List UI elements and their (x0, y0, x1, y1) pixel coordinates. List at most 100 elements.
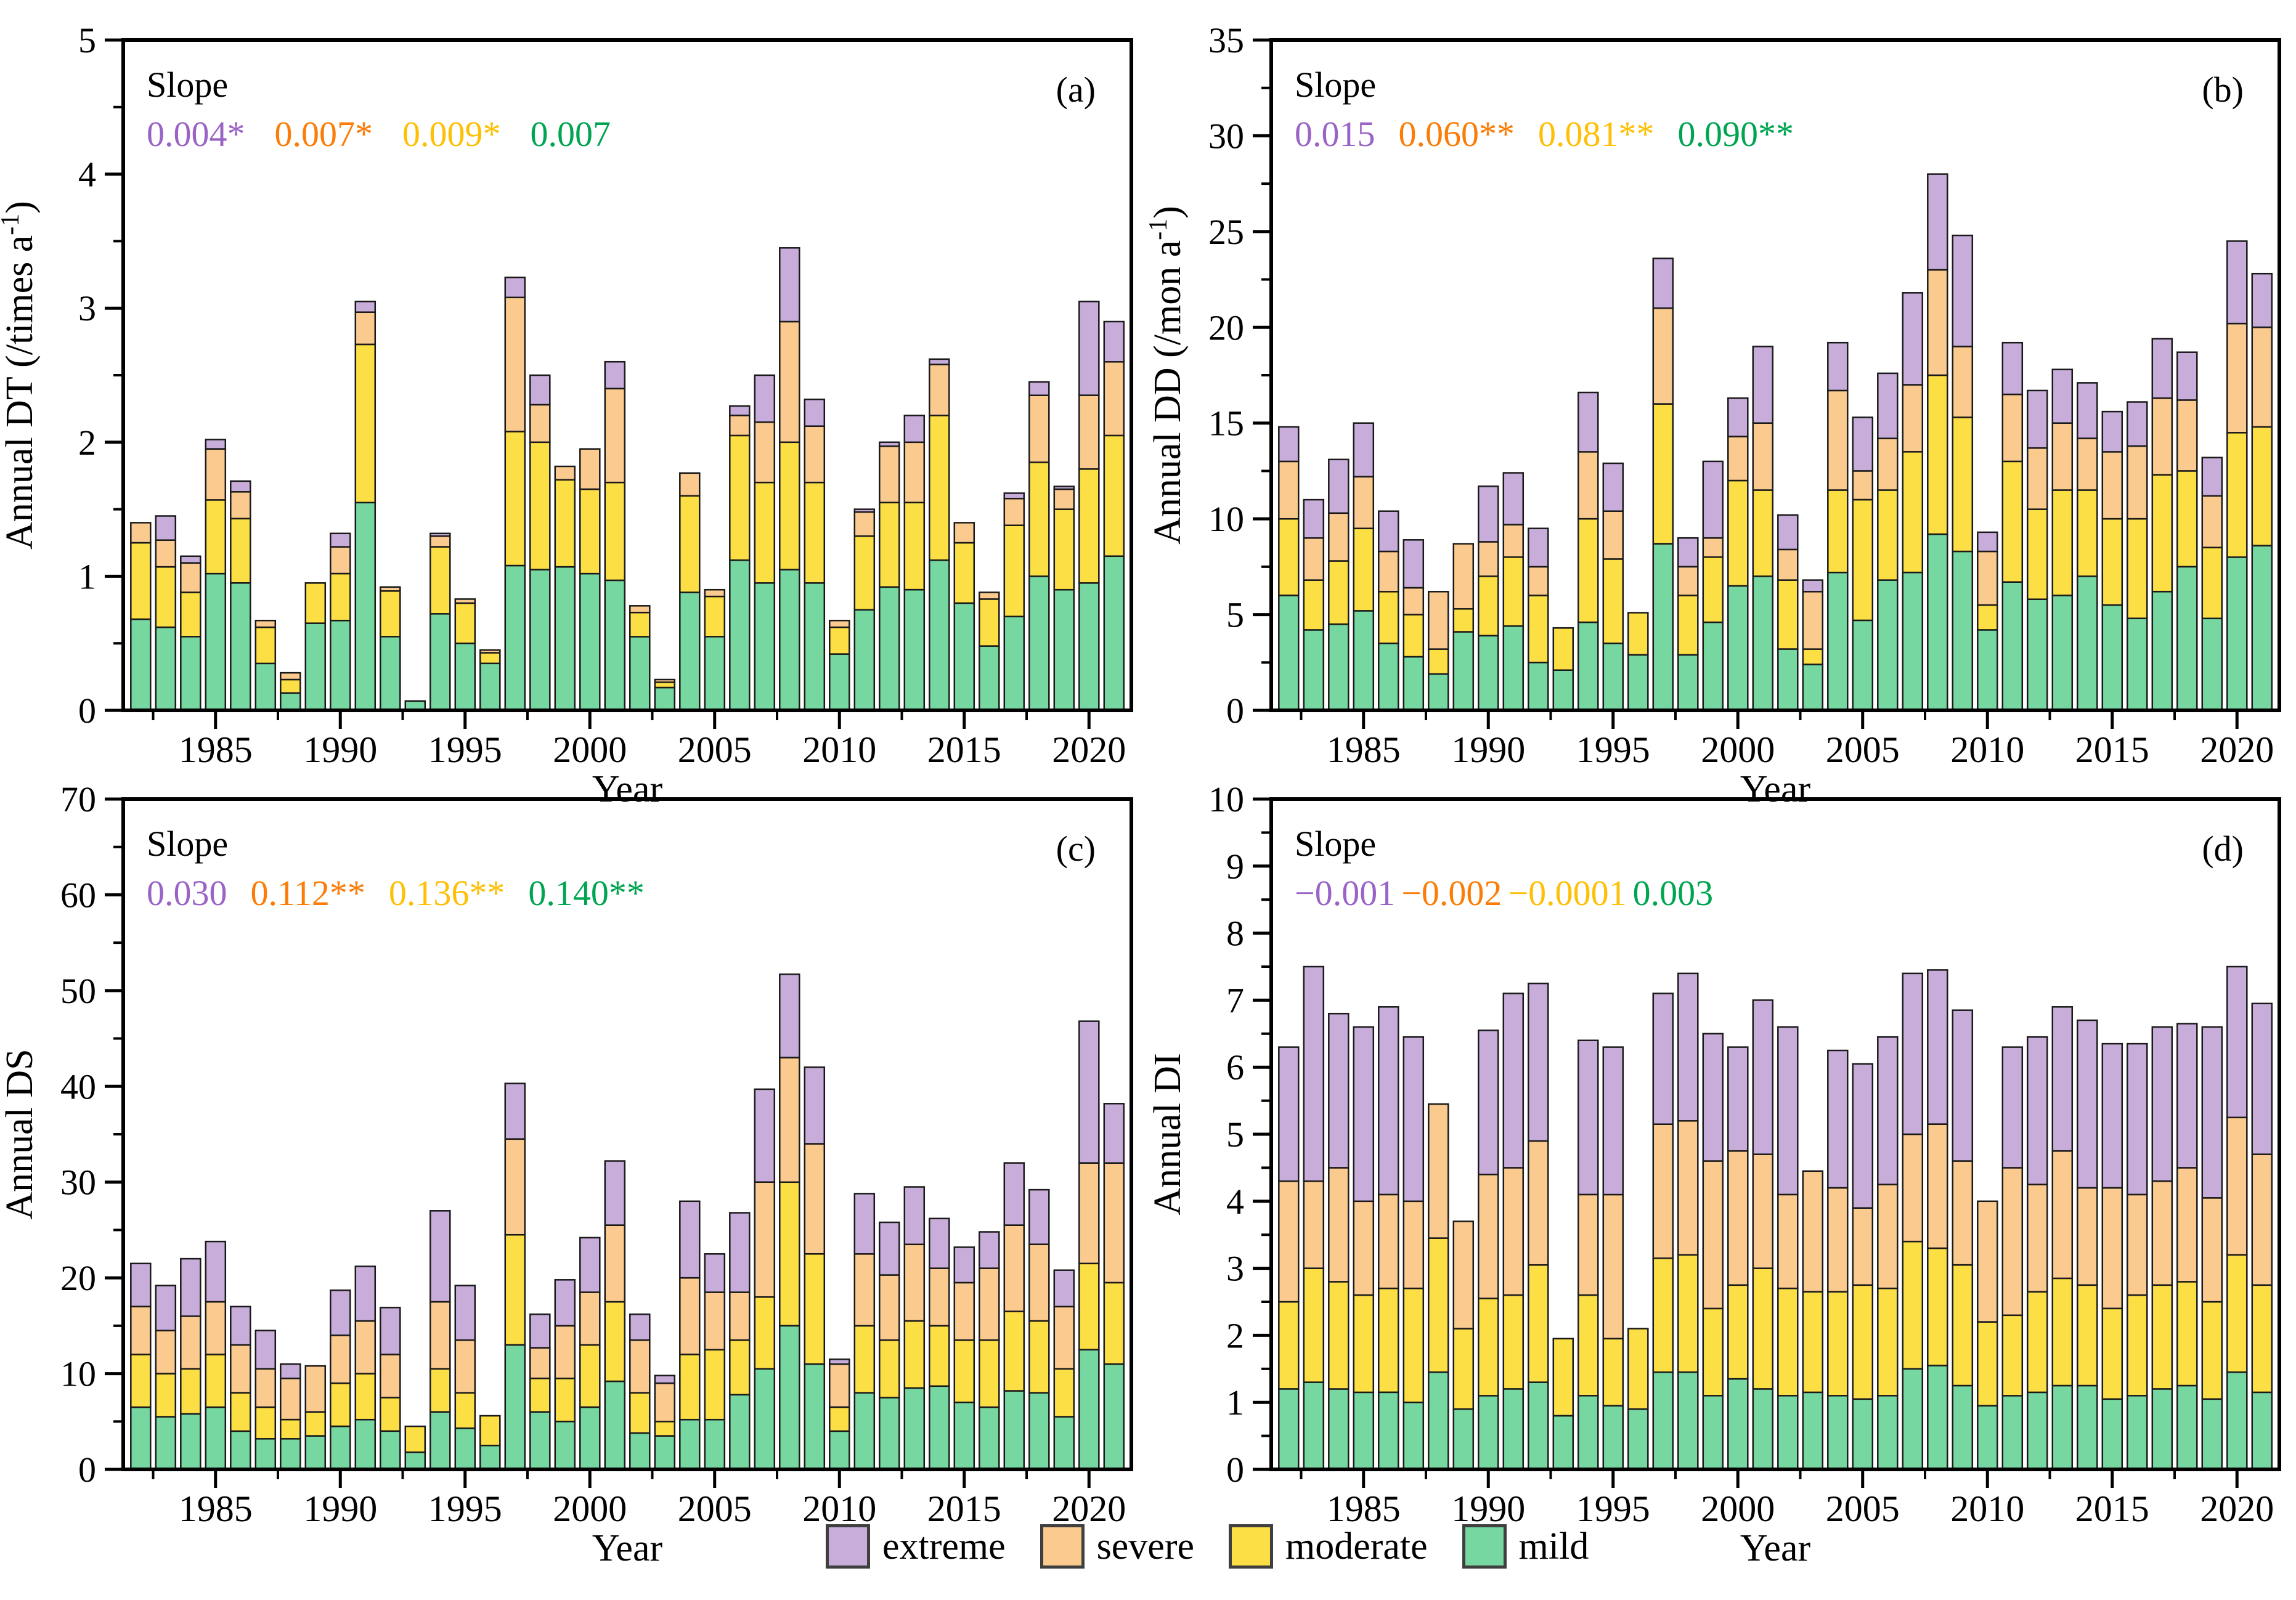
bar-segment-mild (1902, 571, 1924, 712)
bar-segment-severe (130, 1306, 152, 1355)
bar-segment-mild (929, 1385, 950, 1471)
bar-segment-severe (2151, 397, 2173, 476)
bar-segment-severe (280, 1378, 301, 1421)
bar-segment-mild (280, 1438, 301, 1471)
bar-segment-extreme (1478, 485, 1499, 543)
bar-segment-severe (1278, 1180, 1300, 1303)
bar-segment-severe (1952, 346, 1974, 418)
bar-segment-moderate (1652, 403, 1674, 545)
y-axis-title: Annual DS (0, 1049, 41, 1219)
bar-segment-severe (1328, 1167, 1350, 1283)
bar-segment-moderate (2251, 426, 2273, 546)
bar-segment-mild (754, 582, 776, 712)
bar-segment-severe (254, 619, 277, 628)
y-tick-label: 20 (1208, 307, 1244, 347)
bar-segment-severe (2127, 1193, 2148, 1296)
bar-segment-moderate (1777, 579, 1799, 650)
bar-segment-mild (1303, 1381, 1325, 1471)
bar-segment-severe (1103, 1162, 1125, 1284)
bar-segment-severe (2201, 495, 2223, 548)
bar-segment-extreme (1752, 999, 1774, 1155)
bar-segment-extreme (1602, 1046, 1624, 1196)
x-tick-label: 2020 (1052, 729, 1126, 770)
bar-segment-mild (1552, 1415, 1574, 1471)
bar-segment-mild (529, 1411, 551, 1471)
bar-segment-moderate (1727, 479, 1749, 587)
bar-segment-moderate (979, 598, 1000, 647)
bar-segment-moderate (1852, 498, 1874, 622)
bar-segment-moderate (1902, 451, 1924, 574)
bar-segment-mild (1952, 550, 1974, 712)
bar-segment-moderate (1952, 1264, 1974, 1387)
bar-segment-moderate (254, 1406, 277, 1440)
bar-segment-severe (953, 1281, 975, 1341)
bar-segment-extreme (1927, 173, 1948, 271)
bar-segment-severe (629, 605, 651, 614)
bar-segment-moderate (1552, 1338, 1574, 1417)
bar-segment-severe (1303, 537, 1325, 581)
bar-segment-moderate (2226, 432, 2248, 558)
bar-segment-moderate (929, 415, 950, 561)
bar-segment-severe (1952, 1160, 1974, 1266)
bar-segment-severe (754, 1181, 776, 1298)
bar-segment-mild (779, 569, 800, 712)
bar-segment-mild (504, 1344, 526, 1471)
bar-segment-extreme (1003, 492, 1025, 500)
bar-segment-moderate (155, 566, 177, 628)
bar-segment-moderate (754, 481, 776, 584)
bar-segment-moderate (2151, 1284, 2173, 1390)
y-tick-label: 3 (78, 288, 96, 328)
bar-segment-extreme (1353, 422, 1375, 477)
bar-segment-mild (2001, 581, 2024, 712)
bar-segment-extreme (879, 1221, 900, 1276)
bar-segment-moderate (2201, 1301, 2223, 1400)
bar-segment-severe (1078, 1162, 1100, 1265)
bar-segment-moderate (2201, 546, 2223, 620)
bar-segment-mild (2201, 1398, 2223, 1471)
y-tick-label: 0 (78, 1450, 96, 1490)
bar-segment-severe (2001, 1167, 2024, 1317)
bar-segment-moderate (1827, 1291, 1849, 1397)
x-tick-label: 1985 (179, 1488, 253, 1529)
slope-title: Slope (147, 65, 228, 105)
bar-segment-extreme (1078, 1020, 1100, 1164)
bar-segment-severe (1927, 269, 1948, 376)
bar-segment-moderate (2001, 1314, 2024, 1397)
bar-segment-mild (604, 1380, 626, 1471)
bar-segment-severe (1502, 1167, 1525, 1296)
bar-segment-moderate (1528, 1264, 1549, 1383)
legend-label-moderate: moderate (1285, 1525, 1428, 1567)
bar-segment-extreme (1402, 539, 1425, 589)
bar-segment-mild (903, 588, 926, 712)
bar-segment-extreme (1827, 1049, 1849, 1189)
panel-letter: (c) (1056, 829, 1096, 869)
y-tick-label: 5 (78, 20, 96, 60)
panel-letter: (a) (1056, 70, 1096, 110)
legend-item-extreme: extreme (826, 1524, 1006, 1569)
bar-segment-moderate (2127, 1294, 2148, 1397)
bar-segment-moderate (2027, 1291, 2048, 1394)
bar-segment-severe (979, 591, 1000, 600)
bar-segment-extreme (729, 405, 751, 416)
bar-segment-moderate (1278, 1301, 1300, 1390)
bar-segment-moderate (1827, 489, 1849, 574)
bar-segment-severe (654, 678, 676, 683)
bar-segment-moderate (829, 626, 850, 655)
bar-segment-moderate (155, 1373, 177, 1418)
bar-segment-moderate (604, 1301, 626, 1383)
bar-segment-extreme (1502, 993, 1525, 1169)
bar-segment-severe (629, 1339, 651, 1394)
bar-segment-extreme (629, 1313, 651, 1341)
bar-segment-severe (604, 388, 626, 484)
bar-segment-extreme (1877, 372, 1899, 439)
bar-segment-extreme (1478, 1029, 1499, 1176)
chart-panel-(d): 0 1 2 3 4 5 6 7 8 9 10 1985 1990 1995 2000 2005 2010 2015… (1147, 779, 2281, 1569)
bar-segment-severe (205, 1301, 227, 1355)
bar-segment-extreme (829, 1358, 850, 1365)
bar-segment-extreme (2251, 272, 2273, 328)
bar-segment-moderate (1278, 518, 1300, 596)
bar-segment-extreme (1577, 1039, 1599, 1196)
bar-segment-mild (1677, 654, 1699, 712)
bar-segment-extreme (1528, 982, 1549, 1142)
bar-segment-mild (304, 1435, 327, 1471)
